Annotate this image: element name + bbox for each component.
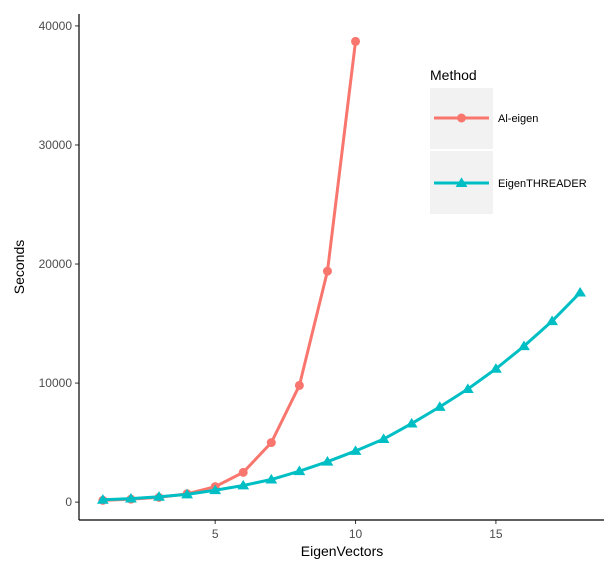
- y-tick-label: 0: [65, 495, 72, 509]
- data-point-eigenthreader: [321, 456, 334, 466]
- legend-label-al-eigen: Al-eigen: [498, 113, 538, 125]
- legend-label-eigenthreader: EigenTHREADER: [498, 178, 587, 190]
- data-point-eigenthreader: [125, 492, 137, 503]
- y-tick-label: 10000: [39, 376, 73, 390]
- axis-ticks: 5 10 15 0 10000 20000 30000 40000: [39, 19, 503, 541]
- legend-title: Method: [430, 67, 477, 83]
- data-point-eigenthreader: [518, 340, 530, 351]
- data-point-eigenthreader: [181, 488, 193, 499]
- y-tick-label: 40000: [39, 19, 73, 33]
- legend-key-marker-al-eigen: [457, 113, 466, 123]
- axes: [78, 14, 604, 521]
- data-point-al-eigen: [266, 438, 276, 448]
- data-point-eigenthreader: [293, 465, 306, 476]
- legend-key-marker-eigenthreader: [455, 177, 468, 187]
- x-axis-title: EigenVectors: [301, 543, 384, 559]
- data-point-eigenthreader: [265, 473, 278, 484]
- data-point-eigenthreader: [461, 383, 474, 393]
- data-point-eigenthreader: [546, 315, 558, 326]
- data-point-al-eigen: [294, 380, 304, 390]
- y-tick-label: 20000: [39, 257, 73, 271]
- data-point-eigenthreader: [209, 484, 222, 495]
- y-axis-title: Seconds: [11, 240, 27, 294]
- series-eigenthreader: [96, 286, 587, 504]
- data-point-eigenthreader: [237, 479, 250, 490]
- data-point-eigenthreader: [377, 433, 390, 443]
- data-point-al-eigen: [322, 266, 332, 276]
- data-point-eigenthreader: [405, 417, 418, 428]
- y-tick-label: 30000: [39, 138, 73, 152]
- data-point-eigenthreader: [96, 494, 109, 504]
- data-point-eigenthreader: [433, 401, 446, 411]
- x-tick-label: 10: [349, 527, 363, 541]
- data-point-eigenthreader: [349, 445, 362, 455]
- data-point-eigenthreader: [490, 363, 502, 373]
- data-point-eigenthreader: [574, 286, 587, 297]
- data-point-eigenthreader: [153, 491, 165, 501]
- series-line-eigenthreader: [101, 291, 582, 502]
- x-tick-label: 15: [489, 527, 503, 541]
- data-point-al-eigen: [238, 467, 248, 477]
- x-tick-label: 5: [212, 527, 219, 541]
- legend: Method Al-eigen EigenTHREADER: [430, 67, 587, 214]
- data-point-al-eigen: [351, 36, 361, 46]
- legend-keys: [434, 113, 489, 187]
- series-layer: [96, 36, 587, 505]
